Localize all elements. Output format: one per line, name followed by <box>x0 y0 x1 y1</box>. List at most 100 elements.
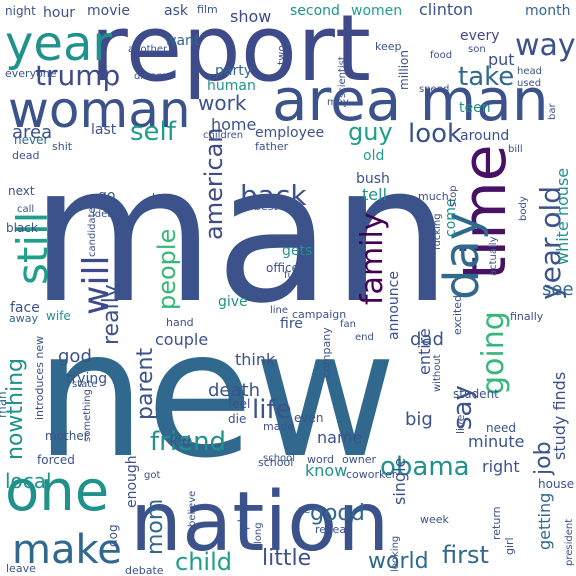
word-little: little <box>262 546 311 571</box>
word-nowthing: nowthing <box>3 358 28 460</box>
word-company: company <box>320 327 333 378</box>
word-go: go <box>98 188 115 204</box>
word-call: call <box>17 204 34 215</box>
word-need: need <box>486 421 516 435</box>
word-scientist: scientist <box>337 56 348 98</box>
word-house: house <box>538 477 574 491</box>
word-food: food <box>430 50 452 61</box>
word-may: may <box>327 97 349 108</box>
word-body: body <box>518 196 529 221</box>
word-new: new <box>35 294 397 497</box>
word-good: good <box>310 501 365 526</box>
word-women: women <box>351 3 402 19</box>
word-shit: shit <box>52 140 73 153</box>
word-head: head <box>517 66 542 77</box>
word-full: full <box>284 270 299 281</box>
word-excited: excited <box>451 295 464 335</box>
word-still: still <box>8 212 57 285</box>
word-owner: owner <box>342 453 376 466</box>
word-employee: employee <box>255 125 324 141</box>
word-god: god <box>58 346 92 367</box>
word-one: one <box>5 459 109 524</box>
word-bill: bill <box>508 144 523 155</box>
word-obama: obama <box>380 452 470 482</box>
word-guy: guy <box>348 118 393 146</box>
word-man: man <box>0 391 9 418</box>
word-love: love <box>152 191 175 204</box>
word-report: report <box>90 0 371 102</box>
word-night: night <box>5 4 36 18</box>
word-fucking: fucking <box>432 213 443 250</box>
word-area: area <box>12 122 52 143</box>
word-girl: girl <box>503 537 516 555</box>
word-day: day <box>434 212 490 300</box>
word-forced: forced <box>37 453 75 467</box>
word-way: way <box>515 28 576 63</box>
word-think: think <box>235 350 276 369</box>
word-son: son <box>468 44 486 55</box>
word-white-house: white house <box>553 168 572 265</box>
word-without: without <box>432 354 443 392</box>
word-even: even <box>294 411 323 425</box>
word-die: die <box>228 412 246 426</box>
word-reveal: reveal <box>315 523 349 536</box>
word-minute: minute <box>468 432 524 451</box>
word-campaign: campaign <box>292 308 346 321</box>
word-gets: gets <box>282 243 312 259</box>
word-woman: woman <box>8 81 191 139</box>
word-dream: dream <box>134 71 166 82</box>
word-office: office <box>266 261 299 275</box>
word-bar: bar <box>547 103 558 120</box>
word-school: school <box>263 453 295 464</box>
word-hour: hour <box>43 5 75 21</box>
word-mother: mother <box>45 429 89 443</box>
word-fan: fan <box>340 319 356 330</box>
word-dead: dead <box>12 149 39 162</box>
word-man: man <box>30 124 452 345</box>
word-everyone: everyone <box>5 67 57 80</box>
word-year-old: year old <box>534 186 567 300</box>
word-people: people <box>153 229 181 310</box>
word-word: word <box>307 453 334 466</box>
word-life: life <box>252 395 292 425</box>
word-know: know <box>305 461 347 480</box>
word-candidate: candidate <box>87 207 98 257</box>
word-finally: finally <box>510 310 544 323</box>
word-line: line <box>270 305 288 316</box>
word-party: party <box>215 63 252 79</box>
word-kid: kid <box>170 434 191 450</box>
word-used: used <box>517 78 541 89</box>
word-student: student <box>453 387 499 401</box>
word-hand: hand <box>166 316 194 329</box>
word-friend: friend <box>150 427 226 457</box>
word-local: local <box>5 469 52 493</box>
word-last: last <box>91 122 117 138</box>
word-first: first <box>442 541 489 569</box>
word-every: every <box>460 28 500 44</box>
word-next: next <box>8 184 35 198</box>
word-school: school <box>258 456 293 469</box>
word-movie: movie <box>87 3 130 19</box>
word-dog: dog <box>106 524 120 547</box>
word-world: world <box>368 549 429 574</box>
word-father: father <box>255 140 289 153</box>
word-actually: actually <box>488 236 499 276</box>
word-around: around <box>460 128 509 144</box>
word-second: second <box>290 3 340 19</box>
word-something: something <box>82 389 93 442</box>
word-believe: believe <box>187 491 198 527</box>
word-keep: keep <box>375 40 402 53</box>
word-face: face <box>10 300 40 316</box>
word-study-finds: study finds <box>550 372 569 460</box>
word-american: american <box>200 128 228 241</box>
word-give: give <box>218 294 248 310</box>
word-month: month <box>525 3 570 19</box>
word-announce: announce <box>386 271 402 340</box>
word-fire: fire <box>280 316 303 332</box>
word-going: going <box>476 311 511 395</box>
word-big: big <box>405 409 433 430</box>
word-old: old <box>363 148 384 164</box>
word-best: best <box>254 200 278 213</box>
